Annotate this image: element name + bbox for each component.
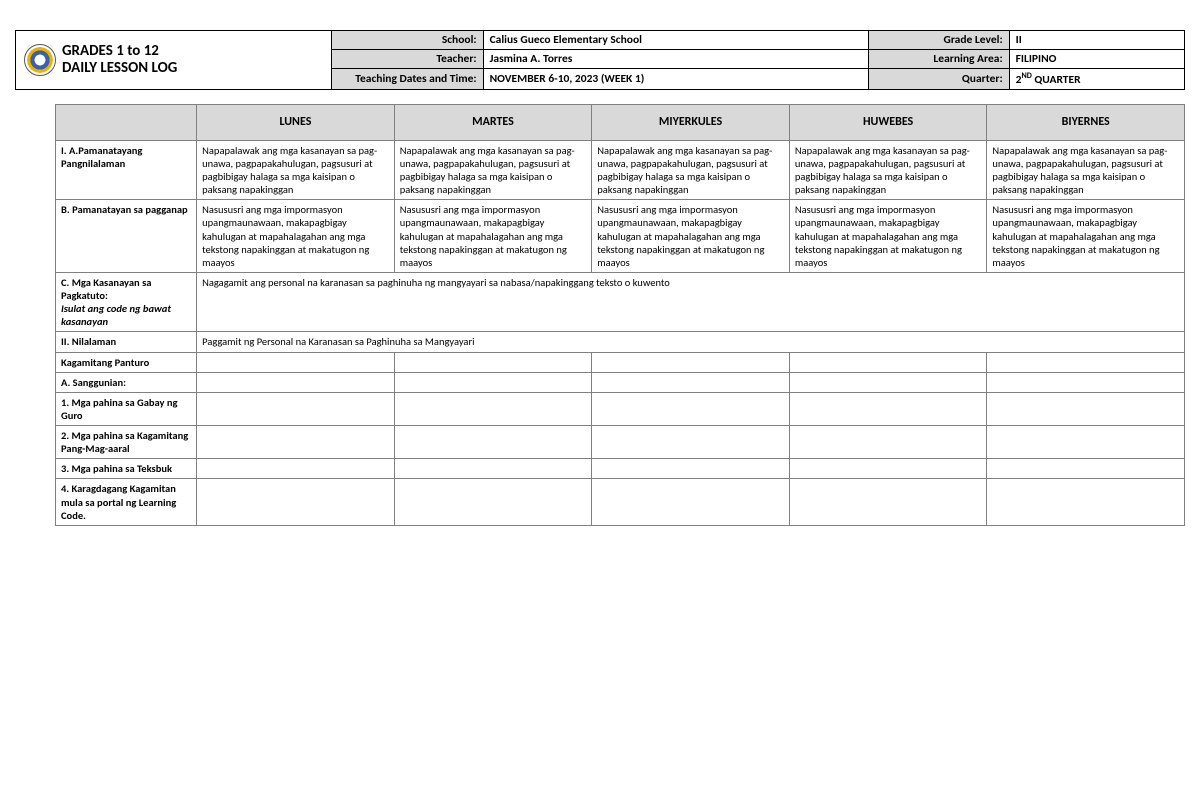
cell xyxy=(592,352,790,372)
cell xyxy=(987,352,1185,372)
cell: Nasususri ang mga impormasyon upangmauna… xyxy=(789,200,987,273)
row-label: Kagamitang Panturo xyxy=(56,352,197,372)
col-blank xyxy=(56,104,197,140)
table-row: 4. Karagdagang Kagamitan mula sa portal … xyxy=(56,479,1185,525)
table-row: 3. Mga pahina sa Teksbuk xyxy=(56,459,1185,479)
cell xyxy=(197,372,395,392)
cell: Napapalawak ang mga kasanayan sa pag-una… xyxy=(592,140,790,200)
cell xyxy=(394,479,592,525)
dates-label: Teaching Dates and Time: xyxy=(331,69,483,90)
table-row: Kagamitang Panturo xyxy=(56,352,1185,372)
header-table: GRADES 1 to 12 DAILY LESSON LOG School: … xyxy=(15,30,1185,90)
col-tue: MARTES xyxy=(394,104,592,140)
cell xyxy=(197,352,395,372)
cell xyxy=(394,459,592,479)
title-line1: GRADES 1 to 12 xyxy=(62,42,159,60)
cell-span: Paggamit ng Personal na Karanasan sa Pag… xyxy=(197,332,1185,352)
cell xyxy=(789,459,987,479)
row-label: 1. Mga pahina sa Gabay ng Guro xyxy=(56,392,197,425)
cell: Napapalawak ang mga kasanayan sa pag-una… xyxy=(394,140,592,200)
cell xyxy=(197,426,395,459)
seal-icon xyxy=(24,44,56,76)
cell-span: Nagagamit ang personal na karanasan sa p… xyxy=(197,272,1185,332)
area-label: Learning Area: xyxy=(869,50,1009,69)
grade-label: Grade Level: xyxy=(869,31,1009,50)
cell xyxy=(789,372,987,392)
quarter-label: Quarter: xyxy=(869,69,1009,90)
cell xyxy=(197,392,395,425)
teacher-label: Teacher: xyxy=(331,50,483,69)
dates-value: NOVEMBER 6-10, 2023 (WEEK 1) xyxy=(483,69,869,90)
row-label: 4. Karagdagang Kagamitan mula sa portal … xyxy=(56,479,197,525)
row-label: B. Pamanatayan sa pagganap xyxy=(56,200,197,273)
row-label: C. Mga Kasanayan sa Pagkatuto: Isulat an… xyxy=(56,272,197,332)
row-label: II. Nilalaman xyxy=(56,332,197,352)
school-value: Calius Gueco Elementary School xyxy=(483,31,869,50)
col-fri: BIYERNES xyxy=(987,104,1185,140)
cell xyxy=(592,459,790,479)
col-wed: MIYERKULES xyxy=(592,104,790,140)
cell xyxy=(394,372,592,392)
title-line2: DAILY LESSON LOG xyxy=(62,59,177,77)
table-row: II. Nilalaman Paggamit ng Personal na Ka… xyxy=(56,332,1185,352)
table-row: I. A.Pamanatayang Pangnilalaman Napapala… xyxy=(56,140,1185,200)
cell xyxy=(394,426,592,459)
cell xyxy=(987,459,1185,479)
cell xyxy=(197,459,395,479)
table-row: 2. Mga pahina sa Kagamitang Pang-Mag-aar… xyxy=(56,426,1185,459)
cell: Napapalawak ang mga kasanayan sa pag-una… xyxy=(987,140,1185,200)
doc-title-cell: GRADES 1 to 12 DAILY LESSON LOG xyxy=(16,31,332,90)
cell xyxy=(592,372,790,392)
table-row: A. Sanggunian: xyxy=(56,372,1185,392)
col-mon: LUNES xyxy=(197,104,395,140)
area-value: FILIPINO xyxy=(1009,50,1184,69)
row-label: A. Sanggunian: xyxy=(56,372,197,392)
table-row: 1. Mga pahina sa Gabay ng Guro xyxy=(56,392,1185,425)
cell xyxy=(987,479,1185,525)
cell xyxy=(987,392,1185,425)
cell xyxy=(592,426,790,459)
cell: Nasususri ang mga impormasyon upangmauna… xyxy=(197,200,395,273)
cell xyxy=(789,392,987,425)
row-label: I. A.Pamanatayang Pangnilalaman xyxy=(56,140,197,200)
quarter-value: 2ND QUARTER xyxy=(1009,69,1184,90)
teacher-value: Jasmina A. Torres xyxy=(483,50,869,69)
table-row: B. Pamanatayan sa pagganap Nasususri ang… xyxy=(56,200,1185,273)
cell xyxy=(394,392,592,425)
grade-value: II xyxy=(1009,31,1184,50)
cell xyxy=(789,352,987,372)
row-label: 3. Mga pahina sa Teksbuk xyxy=(56,459,197,479)
lesson-table: LUNES MARTES MIYERKULES HUWEBES BIYERNES… xyxy=(55,104,1185,526)
cell xyxy=(789,426,987,459)
cell: Napapalawak ang mga kasanayan sa pag-una… xyxy=(197,140,395,200)
cell xyxy=(592,392,790,425)
cell: Nasususri ang mga impormasyon upangmauna… xyxy=(394,200,592,273)
school-label: School: xyxy=(331,31,483,50)
cell xyxy=(987,426,1185,459)
row-label: 2. Mga pahina sa Kagamitang Pang-Mag-aar… xyxy=(56,426,197,459)
cell xyxy=(987,372,1185,392)
cell: Nasususri ang mga impormasyon upangmauna… xyxy=(592,200,790,273)
cell xyxy=(789,479,987,525)
cell: Nasususri ang mga impormasyon upangmauna… xyxy=(987,200,1185,273)
cell xyxy=(197,479,395,525)
table-row: C. Mga Kasanayan sa Pagkatuto: Isulat an… xyxy=(56,272,1185,332)
col-thu: HUWEBES xyxy=(789,104,987,140)
cell xyxy=(592,479,790,525)
cell: Napapalawak ang mga kasanayan sa pag-una… xyxy=(789,140,987,200)
cell xyxy=(394,352,592,372)
